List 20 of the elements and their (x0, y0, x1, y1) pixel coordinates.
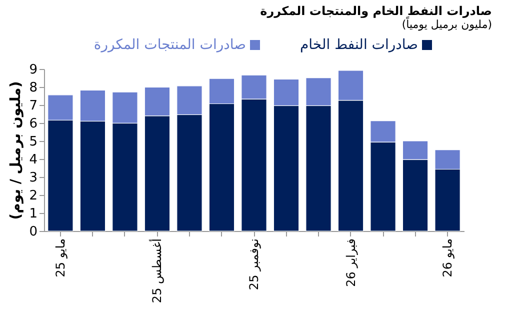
y-tick-label: 5 (29, 134, 38, 150)
chart-subtitle: (مليون برميل يومياً) (402, 18, 492, 31)
y-tick-label: 1 (29, 206, 38, 222)
x-tick-label: مايو 25 (53, 238, 68, 278)
legend-label: صادرات المنتجات المكررة (94, 37, 246, 53)
y-tick-label: 8 (29, 80, 38, 96)
y-tick-label: 7 (29, 98, 38, 114)
x-tick-label: فبراير 26 (344, 238, 358, 287)
y-tick-label: 3 (29, 170, 38, 186)
x-tick-label: نوفمبر 25 (247, 238, 261, 290)
y-tick-label: 0 (29, 224, 38, 240)
y-tick-label: 4 (29, 152, 38, 168)
chart-title: صادرات النفط الخام والمنتجات المكررة (259, 4, 492, 18)
y-tick-label: 9 (29, 62, 38, 78)
y-tick-label: 6 (29, 116, 38, 132)
y-axis-title: (مليون برميل / يوم) (8, 81, 24, 220)
x-tick-label: مايو 26 (440, 238, 455, 278)
y-tick-label: 2 (29, 188, 38, 204)
text: صادرات النفط الخام (300, 37, 418, 53)
x-tick-label: أغسطس 25 (149, 238, 164, 304)
